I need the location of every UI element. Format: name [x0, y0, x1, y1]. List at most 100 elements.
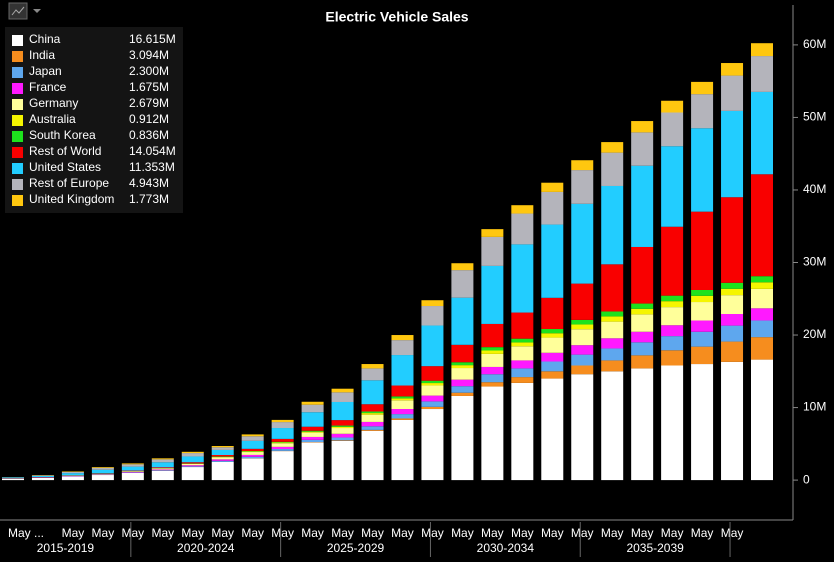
bar-segment: [331, 437, 354, 441]
bar-segment: [721, 197, 744, 283]
legend-value: 11.353M: [129, 160, 175, 174]
bar-segment: [271, 446, 294, 450]
bar-segment: [331, 388, 354, 393]
icon-caret[interactable]: [33, 9, 41, 13]
bar-segment: [751, 288, 773, 309]
bar-segment: [541, 329, 564, 334]
bar-segment: [151, 468, 174, 470]
legend-label: Japan: [29, 64, 62, 78]
bar-segment: [661, 307, 684, 326]
bar-segment: [211, 461, 234, 481]
icon-box[interactable]: [8, 2, 28, 20]
bar-segment: [571, 160, 594, 171]
bar-segment: [541, 337, 564, 353]
bar-segment: [211, 446, 234, 448]
bar-segment: [241, 452, 264, 455]
bar-segment: [721, 341, 744, 362]
bar-segment: [751, 56, 773, 92]
bar-segment: [91, 473, 114, 475]
bar-segment: [751, 91, 773, 175]
bar-segment: [601, 311, 624, 317]
bar-segment: [121, 464, 144, 467]
legend-value: 4.943M: [129, 176, 169, 190]
bar-segment: [151, 462, 174, 468]
bar-segment: [31, 475, 54, 478]
bar-segment: [151, 470, 174, 471]
x-group-label: 2020-2024: [177, 541, 235, 555]
bar-segment: [511, 377, 534, 383]
bar-segment: [211, 460, 234, 462]
bar-segment: [631, 368, 654, 481]
bar-segment: [751, 320, 773, 338]
bar-segment: [541, 191, 564, 225]
bar-segment: [181, 465, 204, 467]
y-tick-label: 40M: [803, 182, 826, 196]
bar-segment: [691, 320, 714, 332]
bar-segment: [361, 411, 384, 414]
legend-swatch: [12, 67, 23, 78]
bar-segment: [481, 386, 504, 481]
bar-segment: [271, 428, 294, 439]
bar-segment: [451, 344, 474, 363]
x-tick-label: May: [541, 526, 564, 540]
bar-segment: [121, 472, 144, 481]
bar-segment: [151, 469, 174, 471]
bar-segment: [391, 418, 414, 420]
bar-segment: [241, 434, 264, 437]
bar-segment: [751, 276, 773, 283]
bar-segment: [391, 335, 414, 341]
bar-segment: [601, 316, 624, 322]
x-group-label: 2035-2039: [626, 541, 684, 555]
bar-segment: [751, 308, 773, 321]
bar-segment: [421, 325, 444, 367]
chart-menu-icon[interactable]: [8, 2, 41, 20]
bar-segment: [571, 170, 594, 204]
bar-segment: [241, 451, 264, 452]
bar-segment: [421, 300, 444, 307]
bar-segment: [721, 110, 744, 198]
x-tick-label: May: [331, 526, 354, 540]
legend-label: France: [29, 80, 67, 94]
bar-segment: [661, 365, 684, 481]
bar-segment: [181, 463, 204, 466]
bar-segment: [451, 362, 474, 366]
bar-segment: [481, 366, 504, 375]
bar-segment: [271, 438, 294, 442]
x-tick-label: May: [661, 526, 684, 540]
x-tick-label: May: [271, 526, 294, 540]
bar-segment: [361, 368, 384, 381]
bar-segment: [451, 368, 474, 380]
legend-swatch: [12, 179, 23, 190]
legend-label: India: [29, 48, 55, 62]
bar-segment: [181, 453, 204, 457]
bar-segment: [511, 346, 534, 361]
bar-segment: [661, 146, 684, 227]
bar-segment: [511, 360, 534, 369]
bar-segment: [391, 400, 414, 410]
bar-segment: [631, 355, 654, 369]
bar-segment: [181, 451, 204, 454]
y-tick-label: 50M: [803, 110, 826, 124]
bar-segment: [721, 63, 744, 76]
bar-segment: [181, 462, 204, 464]
bar-segment: [121, 466, 144, 471]
bar-segment: [2, 478, 24, 481]
bar-segment: [301, 431, 324, 433]
bar-segment: [211, 447, 234, 450]
bar-segment: [661, 350, 684, 366]
legend-value: 1.773M: [129, 192, 169, 206]
legend-swatch: [12, 147, 23, 158]
bar-segment: [751, 174, 773, 277]
bar-segment: [631, 314, 654, 332]
legend-value: 16.615M: [129, 32, 176, 46]
bar-segment: [661, 226, 684, 296]
bar-segment: [661, 325, 684, 337]
bar-segment: [271, 442, 294, 444]
x-tick-label: May: [511, 526, 534, 540]
legend-swatch: [12, 131, 23, 142]
legend-value: 3.094M: [129, 48, 169, 62]
x-tick-label: May: [691, 526, 714, 540]
bar-segment: [301, 432, 324, 437]
bar-segment: [121, 463, 144, 465]
